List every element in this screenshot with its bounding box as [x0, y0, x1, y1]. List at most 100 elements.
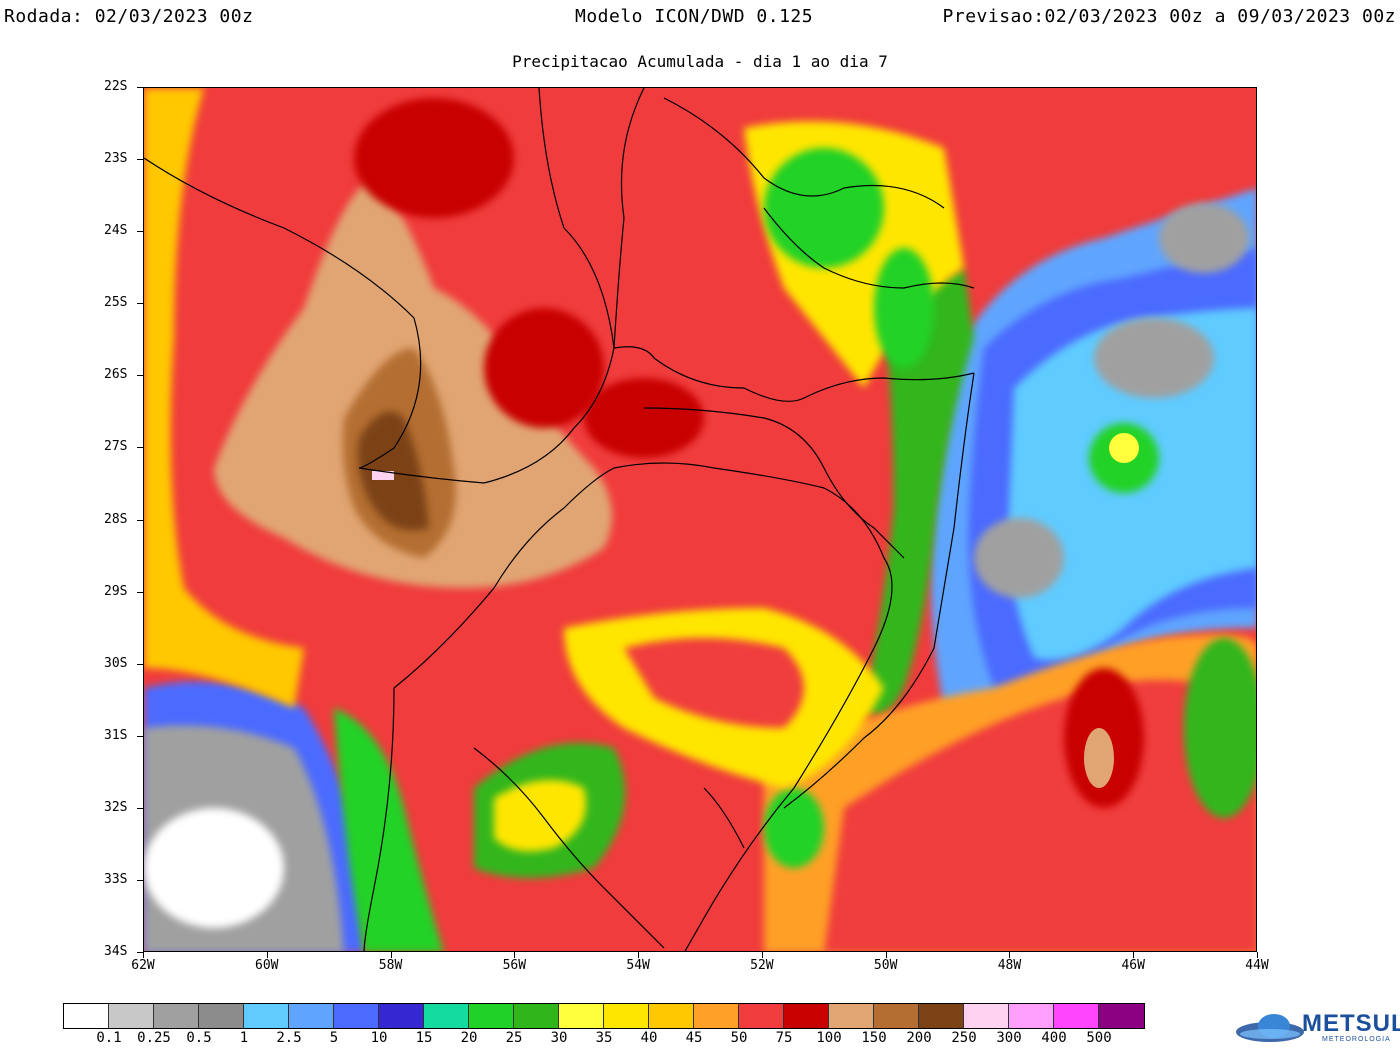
colorbar-swatch	[739, 1004, 784, 1028]
metsul-logo-text: METSUL	[1302, 1010, 1400, 1037]
precipitation-map	[143, 87, 1257, 952]
colorbar-swatch	[964, 1004, 1009, 1028]
globe-icon	[1236, 1014, 1304, 1042]
lat-tick	[137, 447, 143, 449]
lon-tick-label: 48W	[997, 958, 1022, 973]
lat-tick	[137, 735, 143, 737]
lat-tick-label: 25S	[104, 295, 128, 311]
colorbar-swatch	[199, 1004, 244, 1028]
lat-tick-label: 33S	[104, 871, 128, 887]
colorbar-swatch	[154, 1004, 199, 1028]
lat-tick	[137, 519, 143, 521]
colorbar-swatch	[469, 1004, 514, 1028]
colorbar-label: 20	[460, 1030, 478, 1046]
colorbar-label: 300	[996, 1030, 1022, 1046]
forecast-label: Previsao:02/03/2023 00z a 09/03/2023 00z	[942, 6, 1396, 27]
colorbar-label: 10	[370, 1030, 388, 1046]
lat-tick-label: 34S	[104, 944, 128, 959]
lon-tick-label: 46W	[1121, 958, 1145, 973]
colorbar-swatch	[559, 1004, 604, 1028]
colorbar-swatch	[1054, 1004, 1099, 1028]
lat-tick-label: 32S	[104, 799, 128, 815]
colorbar-swatch	[109, 1004, 154, 1028]
lat-tick-label: 24S	[104, 223, 128, 239]
colorbar-label: 40	[640, 1030, 658, 1046]
colorbar-swatch	[244, 1004, 289, 1028]
lon-tick	[514, 952, 516, 958]
colorbar-swatch	[379, 1004, 424, 1028]
lon-tick-label: 52W	[750, 958, 774, 973]
lon-tick-label: 56W	[502, 958, 527, 973]
lon-tick	[638, 952, 640, 958]
colorbar-swatch	[1009, 1004, 1054, 1028]
colorbar-swatch	[919, 1004, 964, 1028]
metsul-logo-subtext: METEOROLOGIA	[1322, 1036, 1391, 1043]
colorbar-swatch	[64, 1004, 109, 1028]
lat-tick-label: 27S	[104, 439, 128, 455]
lat-tick-label: 26S	[104, 367, 128, 383]
lon-tick	[266, 952, 268, 958]
colorbar-label: 0.5	[186, 1030, 212, 1046]
colorbar-label: 75	[775, 1030, 793, 1046]
lat-tick	[137, 807, 143, 809]
lon-tick	[761, 952, 763, 958]
lat-tick-label: 22S	[104, 79, 128, 94]
lon-tick-label: 54W	[626, 958, 650, 973]
lat-tick	[137, 952, 143, 953]
colorbar-label: 150	[861, 1030, 887, 1046]
model-label: Modelo ICON/DWD 0.125	[575, 6, 814, 27]
lat-tick	[137, 303, 143, 305]
colorbar-swatch	[1099, 1004, 1144, 1028]
colorbar-swatch	[334, 1004, 379, 1028]
lon-tick	[1009, 952, 1011, 958]
colorbar-swatch	[874, 1004, 919, 1028]
lon-tick	[1257, 952, 1258, 958]
lat-tick	[137, 591, 143, 593]
colorbar-label: 0.25	[137, 1030, 171, 1046]
lon-tick-label: 62W	[131, 958, 155, 973]
lat-tick	[137, 87, 143, 88]
lat-tick-label: 31S	[104, 727, 128, 743]
colorbar-label: 2.5	[276, 1030, 302, 1046]
colorbar-swatch	[694, 1004, 739, 1028]
run-label: Rodada: 02/03/2023 00z	[4, 6, 254, 27]
precipitation-colorbar	[63, 1003, 1145, 1029]
lon-tick	[390, 952, 392, 958]
colorbar-label: 35	[595, 1030, 613, 1046]
lon-tick-label: 44W	[1245, 958, 1269, 973]
lat-tick-label: 23S	[104, 151, 128, 167]
lat-tick-label: 28S	[104, 511, 128, 527]
lat-tick	[137, 375, 143, 377]
lon-tick	[885, 952, 887, 958]
lon-tick	[143, 952, 144, 958]
colorbar-label: 5	[329, 1030, 339, 1046]
colorbar-label: 0.1	[96, 1030, 122, 1046]
lon-tick-label: 58W	[378, 958, 403, 973]
lat-tick	[137, 231, 143, 233]
colorbar-swatch	[514, 1004, 559, 1028]
colorbar-swatch	[829, 1004, 874, 1028]
colorbar-label: 15	[415, 1030, 433, 1046]
lon-tick	[1133, 952, 1135, 958]
colorbar-label: 30	[550, 1030, 568, 1046]
colorbar-label: 400	[1041, 1030, 1067, 1046]
colorbar-label: 45	[685, 1030, 703, 1046]
colorbar-label: 250	[951, 1030, 977, 1046]
colorbar-label: 500	[1086, 1030, 1112, 1046]
colorbar-swatch	[784, 1004, 829, 1028]
colorbar-swatch	[289, 1004, 334, 1028]
lon-tick-label: 60W	[255, 958, 279, 973]
lat-tick	[137, 663, 143, 665]
colorbar-label: 100	[816, 1030, 842, 1046]
colorbar-swatch	[604, 1004, 649, 1028]
colorbar-label: 50	[730, 1030, 748, 1046]
colorbar-label: 25	[505, 1030, 523, 1046]
colorbar-swatch	[649, 1004, 694, 1028]
lat-tick-label: 30S	[104, 655, 128, 671]
colorbar-swatch	[424, 1004, 469, 1028]
colorbar-label: 200	[906, 1030, 932, 1046]
lat-tick-label: 29S	[104, 583, 128, 599]
lat-tick	[137, 879, 143, 881]
map-subtitle: Precipitacao Acumulada - dia 1 ao dia 7	[512, 52, 888, 71]
lon-tick-label: 50W	[873, 958, 898, 973]
